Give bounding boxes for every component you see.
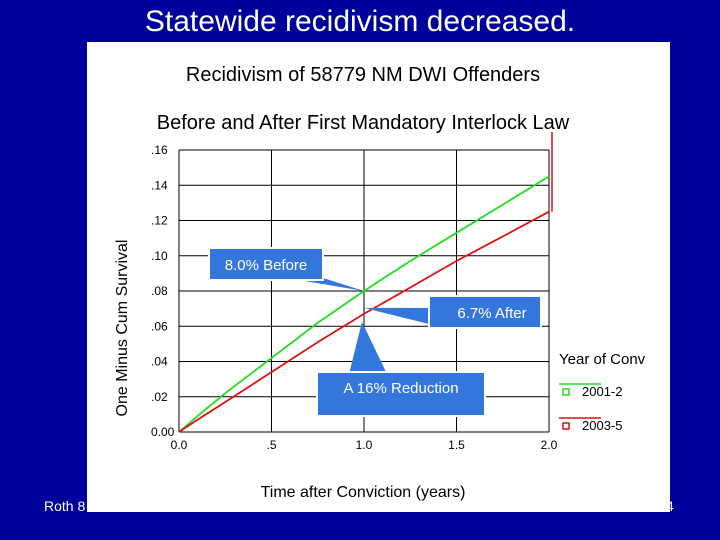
annotations: 8.0% Before 6.7% After A 16% Reduction (208, 247, 542, 417)
callout-text-reduction: A 16% Reduction (343, 380, 458, 397)
series-group (178, 175, 550, 433)
callout-box-reduction (316, 371, 486, 417)
legend-marker (562, 422, 570, 430)
x-tick-label: 2.0 (541, 438, 558, 452)
chart-panel: Recidivism of 58779 NM DWI Offenders Bef… (87, 42, 670, 512)
x-tick-label: 0.0 (171, 438, 188, 452)
chart-subtitle: Before and After First Mandatory Interlo… (157, 112, 570, 134)
y-tick-label: 0.00 (151, 425, 175, 439)
y-tick-label: .08 (151, 284, 168, 298)
legend-marker (562, 388, 570, 396)
legend-label: 2003-5 (582, 418, 622, 433)
x-tick-label: 1.5 (448, 438, 465, 452)
callout-pointer-before (287, 278, 364, 291)
chart-title: Recidivism of 58779 NM DWI Offenders (186, 64, 540, 86)
y-tick-label: .06 (151, 319, 168, 333)
legend-title: Year of Conv (559, 351, 646, 368)
callout-box-before (208, 247, 324, 281)
callout-text-after: 6.7% After (457, 305, 526, 322)
y-tick-label: .16 (151, 143, 168, 157)
legend-label: 2001-2 (582, 384, 622, 399)
footer-left: Roth 8 (44, 498, 86, 514)
y-tick-label: .02 (151, 390, 168, 404)
legend: 2001-2 2003-5 (559, 383, 622, 433)
callout-text-before: 8.0% Before (225, 257, 308, 274)
slide-title: Statewide recidivism decreased. (144, 5, 576, 38)
y-tick-label: .14 (151, 178, 168, 192)
y-tick-label: .10 (151, 249, 168, 263)
footer-right: 4 (666, 498, 674, 514)
x-tick-label: 1.0 (356, 438, 373, 452)
x-axis-label: Time after Conviction (years) (261, 484, 466, 501)
x-tick-label: .5 (266, 438, 276, 452)
callout-box-after (428, 295, 542, 329)
callout-pointer-after (364, 307, 429, 324)
chart-svg: Recidivism of 58779 NM DWI Offenders Bef… (114, 64, 646, 501)
callout-pointer-reduction (349, 321, 387, 374)
series-line-2003-5 (178, 210, 550, 433)
y-tick-label: .04 (151, 355, 168, 369)
series-line-2001-2 (178, 175, 550, 433)
y-axis-label: One Minus Cum Survival (114, 240, 131, 417)
y-tick-label: .12 (151, 214, 168, 228)
